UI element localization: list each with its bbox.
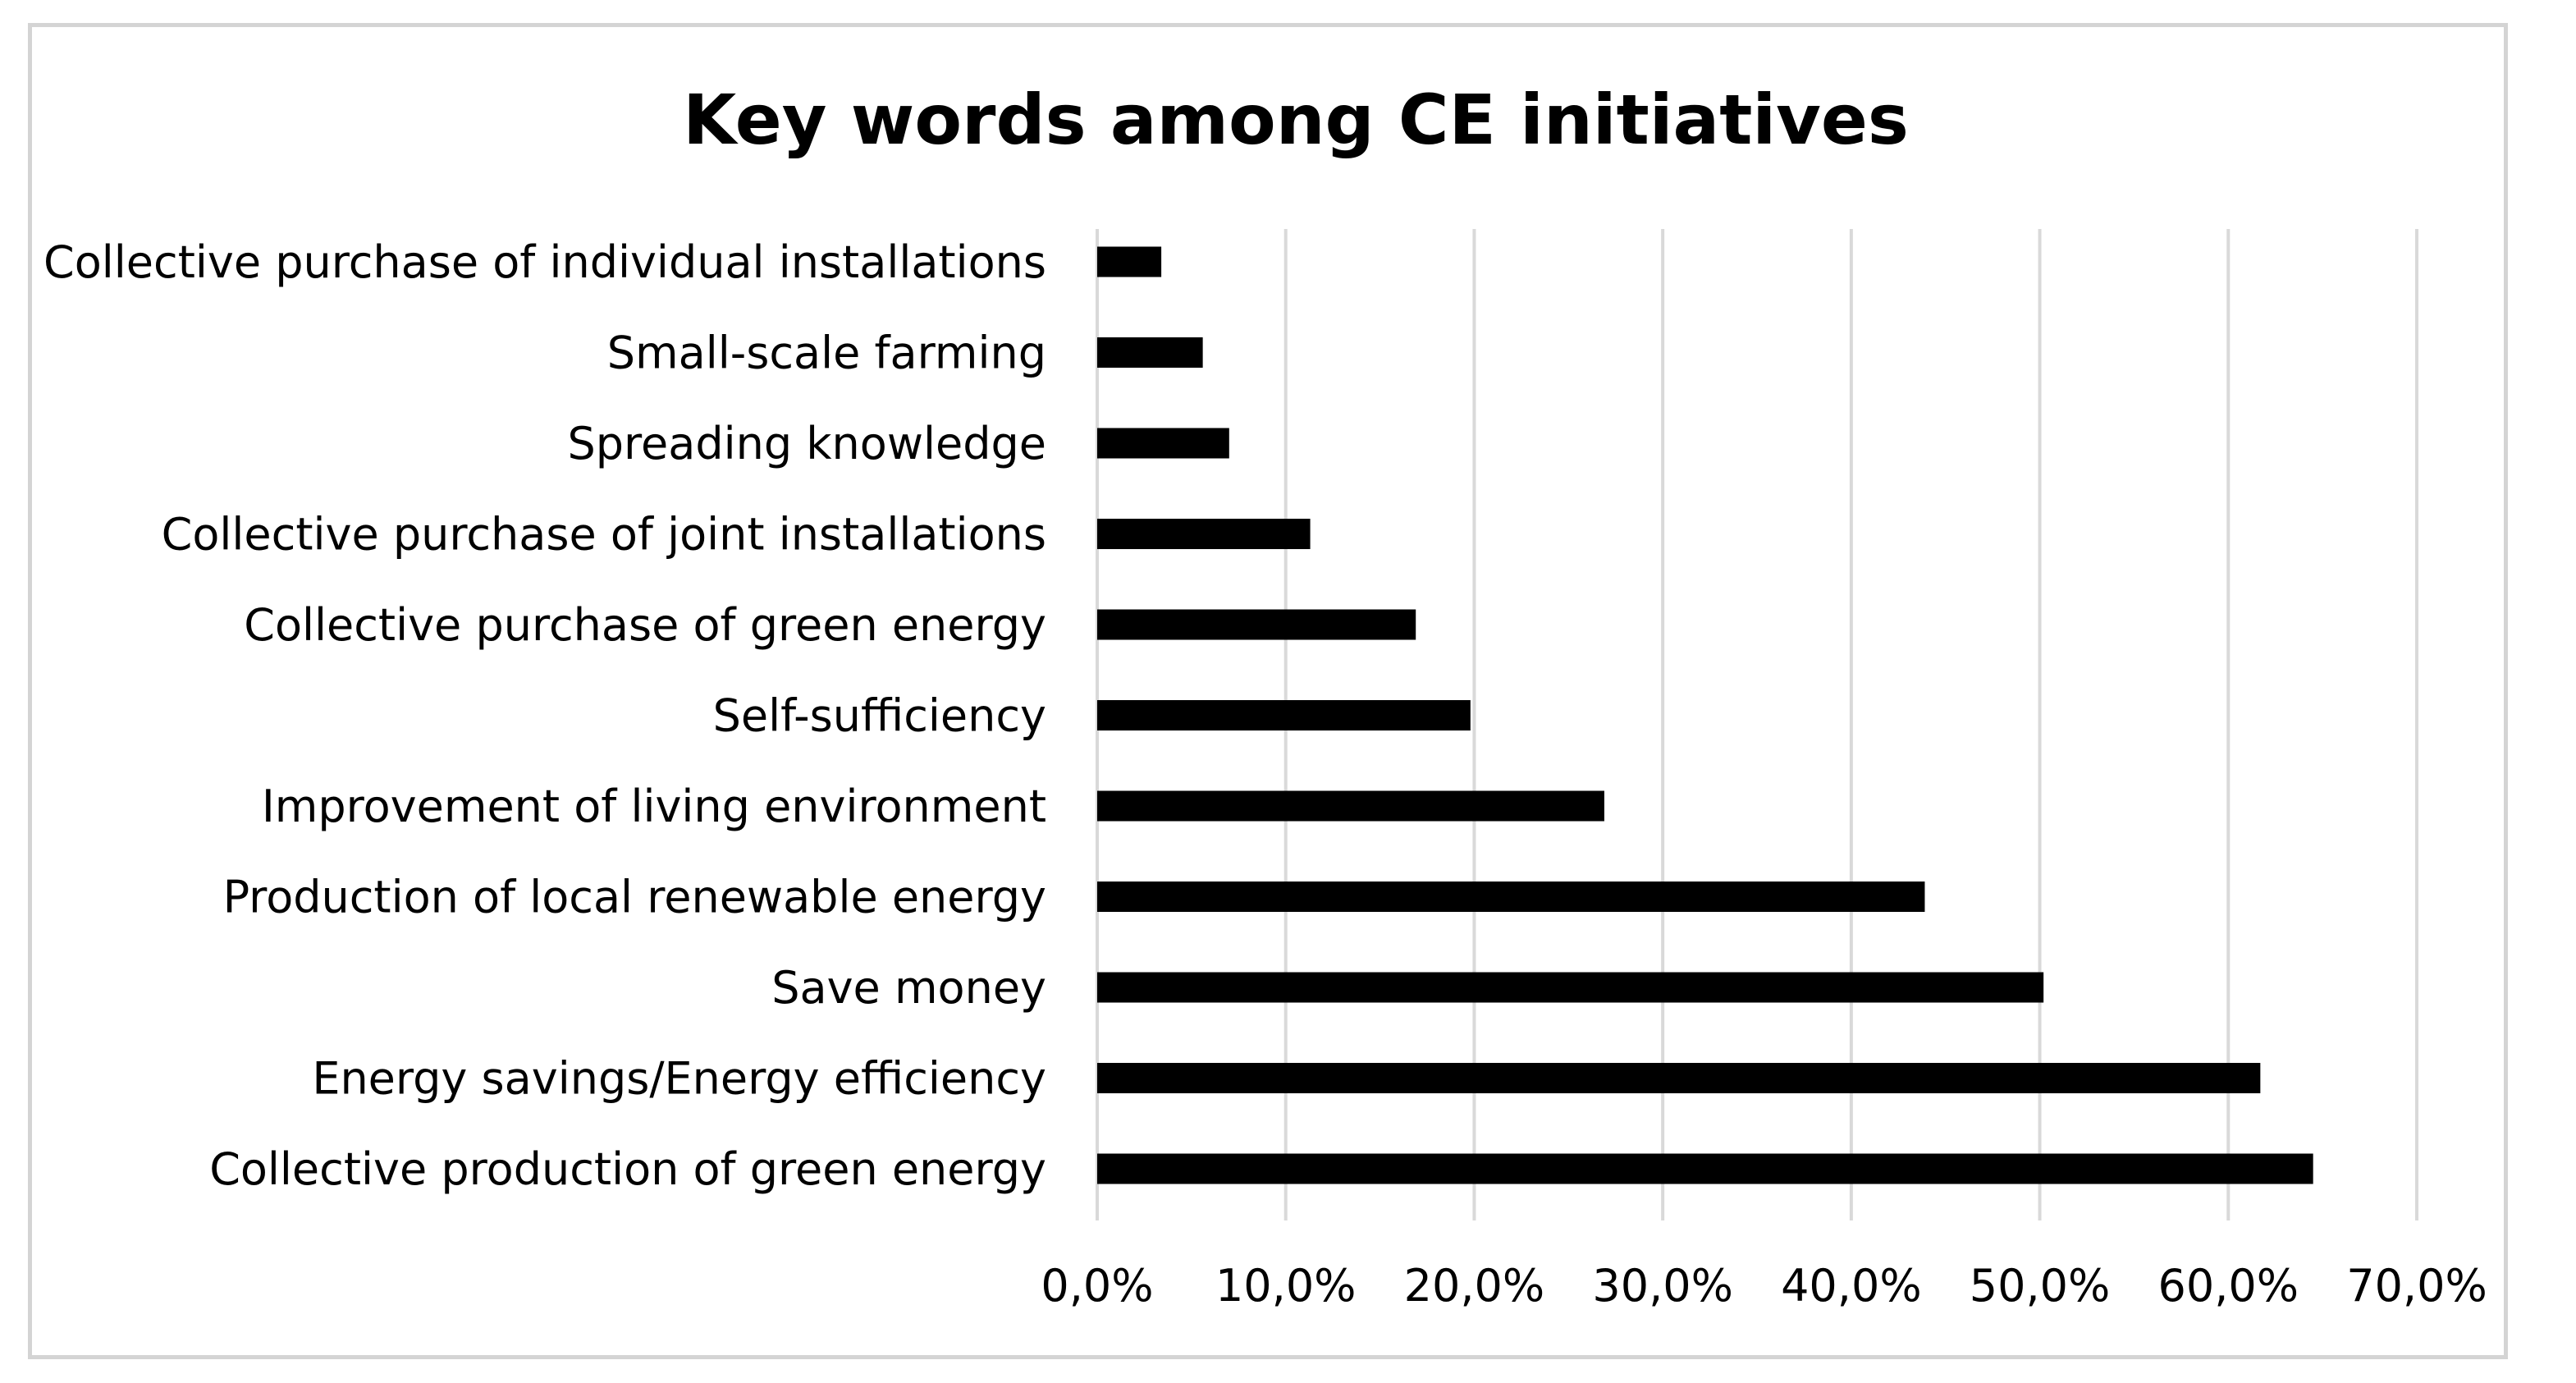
bar [1097,246,1162,277]
bar [1097,609,1416,640]
category-labels: Collective purchase of individual instal… [43,236,1046,1195]
x-tick-label: 70,0% [2346,1260,2487,1312]
category-label: Collective purchase of green energy [244,599,1046,651]
category-label: Spreading knowledge [567,418,1046,469]
bar [1097,700,1471,730]
bar [1097,337,1203,368]
bar [1097,1153,2313,1184]
x-tick-label: 20,0% [1404,1260,1545,1312]
bar [1097,1063,2261,1093]
category-label: Self-sufficiency [713,690,1046,742]
bar-chart: Key words among CE initiatives Collectiv… [43,80,2487,1312]
gridlines [1096,229,2418,1220]
category-label: Save money [771,962,1046,1014]
x-tick-label: 50,0% [1970,1260,2111,1312]
bar [1097,428,1229,459]
category-label: Small-scale farming [607,327,1046,379]
x-tick-label: 10,0% [1215,1260,1357,1312]
chart-frame: Key words among CE initiatives Collectiv… [28,23,2508,1359]
x-tick-label: 40,0% [1781,1260,1922,1312]
bar [1097,972,2044,1003]
category-label: Improvement of living environment [262,781,1046,832]
bar [1097,790,1604,822]
chart-title: Key words among CE initiatives [683,80,1909,160]
bar [1097,882,1925,912]
x-tick-label: 60,0% [2158,1260,2299,1312]
category-label: Collective purchase of individual instal… [43,236,1046,288]
category-label: Collective production of green energy [209,1143,1046,1195]
bar [1097,519,1311,549]
x-axis-tick-labels: 0,0% 10,0% 20,0% 30,0% 40,0% 50,0% 60,0% 70,0% [1041,1260,2487,1312]
x-tick-label: 0,0% [1041,1260,1153,1312]
bars [1097,246,2313,1184]
x-tick-label: 30,0% [1592,1260,1733,1312]
category-label: Energy savings/Energy efficiency [312,1053,1046,1105]
category-label: Production of local renewable energy [223,872,1046,923]
category-label: Collective purchase of joint installatio… [162,509,1046,561]
